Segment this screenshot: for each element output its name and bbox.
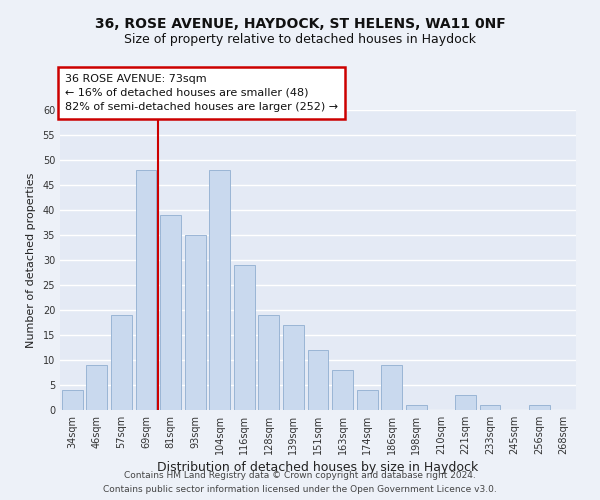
X-axis label: Distribution of detached houses by size in Haydock: Distribution of detached houses by size … <box>157 461 479 474</box>
Bar <box>455 395 476 410</box>
Bar <box>62 390 83 410</box>
Bar <box>332 370 353 410</box>
Text: Contains public sector information licensed under the Open Government Licence v3: Contains public sector information licen… <box>103 484 497 494</box>
Bar <box>406 405 427 410</box>
Bar <box>136 170 157 410</box>
Bar <box>185 235 206 410</box>
Bar <box>529 405 550 410</box>
Bar <box>209 170 230 410</box>
Bar <box>479 405 500 410</box>
Text: Size of property relative to detached houses in Haydock: Size of property relative to detached ho… <box>124 32 476 46</box>
Bar <box>308 350 328 410</box>
Text: 36 ROSE AVENUE: 73sqm
← 16% of detached houses are smaller (48)
82% of semi-deta: 36 ROSE AVENUE: 73sqm ← 16% of detached … <box>65 74 338 112</box>
Bar <box>356 390 377 410</box>
Bar <box>160 215 181 410</box>
Text: Contains HM Land Registry data © Crown copyright and database right 2024.: Contains HM Land Registry data © Crown c… <box>124 472 476 480</box>
Bar <box>111 315 132 410</box>
Bar <box>86 365 107 410</box>
Bar <box>381 365 402 410</box>
Bar <box>283 325 304 410</box>
Bar <box>259 315 280 410</box>
Y-axis label: Number of detached properties: Number of detached properties <box>26 172 35 348</box>
Text: 36, ROSE AVENUE, HAYDOCK, ST HELENS, WA11 0NF: 36, ROSE AVENUE, HAYDOCK, ST HELENS, WA1… <box>95 18 505 32</box>
Bar <box>234 265 255 410</box>
